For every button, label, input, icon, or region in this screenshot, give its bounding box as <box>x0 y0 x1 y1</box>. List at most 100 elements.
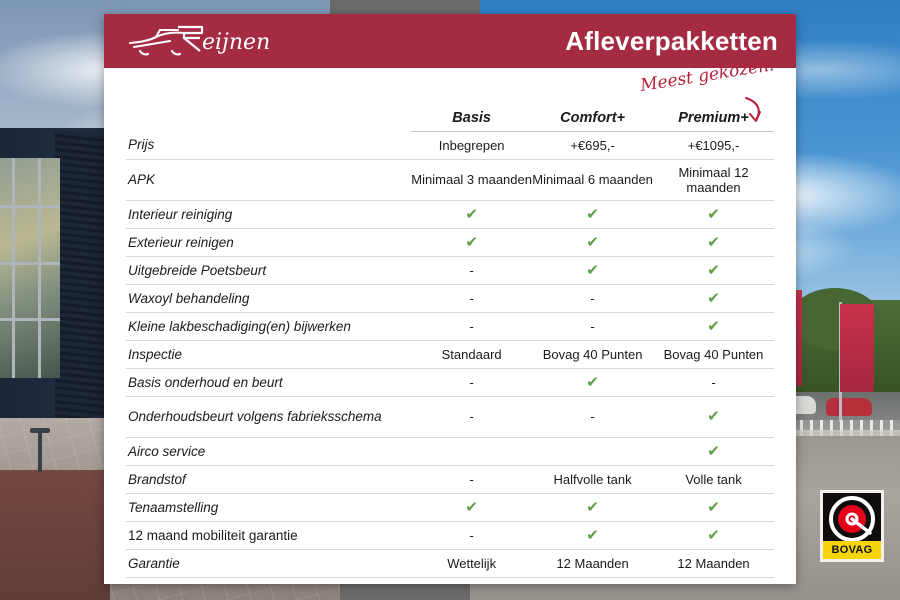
table-row: Airco service ✔ <box>126 437 774 466</box>
cell-premium: ✔ <box>653 284 774 313</box>
cell-basis: ✔ <box>411 200 533 229</box>
not-included-dash: - <box>469 318 474 334</box>
bollard-light-head <box>30 428 50 433</box>
red-pavement <box>0 470 110 600</box>
cell-comfort: +€695,- <box>532 131 654 160</box>
window-mullion <box>0 262 60 265</box>
comparison-table-wrap: Basis Comfort+ Premium+ Prijs Inbegrepen +… <box>104 68 796 578</box>
cell-basis <box>411 437 533 466</box>
cell-premium: Volle tank <box>653 465 774 494</box>
table-row: Kleine lakbeschadiging(en) bijwerken - - ✔ <box>126 312 774 341</box>
bovag-wordmark: BOVAG <box>823 541 881 559</box>
column-header-comfort[interactable]: Comfort+ <box>532 68 654 132</box>
table-row: Inspectie Standaard Bovag 40 Punten Bovag 4… <box>126 340 774 369</box>
row-label: Basis onderhoud en beurt <box>126 368 412 397</box>
table-row: Uitgebreide Poetsbeurt - ✔ ✔ <box>126 256 774 285</box>
building-glass-facade <box>0 158 60 378</box>
row-label: Uitgebreide Poetsbeurt <box>126 256 412 285</box>
reijnen-logo[interactable]: eijnen <box>126 21 276 61</box>
table-row: Interieur reiniging ✔ ✔ ✔ <box>126 200 774 229</box>
cell-comfort: - <box>532 284 654 313</box>
table-head: Basis Comfort+ Premium+ <box>126 68 774 132</box>
parked-car <box>826 398 872 416</box>
check-icon: ✔ <box>707 317 720 335</box>
table-body: Prijs Inbegrepen +€695,- +€1095,- APK Minimaa… <box>126 131 774 578</box>
check-icon: ✔ <box>465 498 478 516</box>
cell-basis: - <box>411 396 533 438</box>
not-included-dash: - <box>590 409 595 425</box>
cell-comfort: Bovag 40 Punten <box>532 340 654 369</box>
check-icon: ✔ <box>465 205 478 223</box>
cell-premium: ✔ <box>653 521 774 550</box>
row-label: Waxoyl behandeling <box>126 284 412 313</box>
cell-basis: Inbegrepen <box>411 131 533 160</box>
cell-basis: - <box>411 521 533 550</box>
cell-premium: ✔ <box>653 312 774 341</box>
bovag-badge: BOVAG <box>820 490 884 562</box>
check-icon: ✔ <box>707 289 720 307</box>
check-icon: ✔ <box>586 261 599 279</box>
check-icon: ✔ <box>586 205 599 223</box>
check-icon: ✔ <box>465 233 478 251</box>
not-included-dash: - <box>590 290 595 306</box>
check-icon: ✔ <box>586 233 599 251</box>
cell-premium: ✔ <box>653 493 774 522</box>
cell-comfort: - <box>532 396 654 438</box>
cell-basis: Standaard <box>411 340 533 369</box>
cell-comfort: ✔ <box>532 256 654 285</box>
cell-basis: ✔ <box>411 228 533 257</box>
cell-comfort: Halfvolle tank <box>532 465 654 494</box>
check-icon: ✔ <box>586 373 599 391</box>
cell-comfort <box>532 437 654 466</box>
check-icon: ✔ <box>707 498 720 516</box>
cell-basis: - <box>411 312 533 341</box>
cell-comfort: ✔ <box>532 368 654 397</box>
check-icon: ✔ <box>707 408 720 426</box>
cell-basis: - <box>411 284 533 313</box>
column-header-feature <box>126 68 411 132</box>
not-included-dash: - <box>469 471 474 487</box>
row-label: Airco service <box>126 437 412 466</box>
column-header-basis[interactable]: Basis <box>411 68 533 132</box>
not-included-dash: - <box>711 374 716 390</box>
window-mullion <box>0 318 60 321</box>
cell-comfort: Minimaal 6 maanden <box>532 159 654 201</box>
cell-comfort: - <box>532 312 654 341</box>
bovag-logo-icon: BOVAG <box>823 493 881 559</box>
cell-basis: - <box>411 368 533 397</box>
cell-premium: ✔ <box>653 256 774 285</box>
cell-premium: Bovag 40 Punten <box>653 340 774 369</box>
cell-comfort: ✔ <box>532 521 654 550</box>
table-row: Tenaamstelling ✔ ✔ ✔ <box>126 493 774 522</box>
cell-comfort: ✔ <box>532 228 654 257</box>
table-row: Waxoyl behandeling - - ✔ <box>126 284 774 313</box>
row-label: 12 maand mobiliteit garantie <box>126 521 412 550</box>
cell-premium: ✔ <box>653 200 774 229</box>
table-row: Onderhoudsbeurt volgens fabrieksschema - -… <box>126 396 774 438</box>
row-label: Prijs <box>126 131 412 160</box>
column-header-premium[interactable]: Premium+ <box>653 68 774 132</box>
table-row: Exterieur reinigen ✔ ✔ ✔ <box>126 228 774 257</box>
not-included-dash: - <box>469 262 474 278</box>
check-icon: ✔ <box>707 261 720 279</box>
check-icon: ✔ <box>707 442 720 460</box>
cell-basis: - <box>411 256 533 285</box>
table-header-row: Basis Comfort+ Premium+ <box>126 68 774 132</box>
not-included-dash: - <box>469 409 474 425</box>
not-included-dash: - <box>590 318 595 334</box>
row-label: Exterieur reinigen <box>126 228 412 257</box>
cell-premium: +€1095,- <box>653 131 774 160</box>
window-mullion <box>12 158 15 378</box>
table-row: Garantie Wettelijk 12 Maanden 12 Maanden <box>126 549 774 578</box>
dealer-banner <box>840 304 874 392</box>
not-included-dash: - <box>469 374 474 390</box>
cell-basis: Minimaal 3 maanden <box>411 159 533 201</box>
cell-comfort: 12 Maanden <box>532 549 654 578</box>
row-label: APK <box>126 159 412 201</box>
package-comparison-card: eijnen Afleverpakketten Basis Comfort+ P… <box>104 14 796 584</box>
svg-text:eijnen: eijnen <box>202 30 270 55</box>
check-icon: ✔ <box>707 233 720 251</box>
window-mullion <box>0 205 60 208</box>
row-label: Inspectie <box>126 340 412 369</box>
page-title: Afleverpakketten <box>565 25 778 56</box>
